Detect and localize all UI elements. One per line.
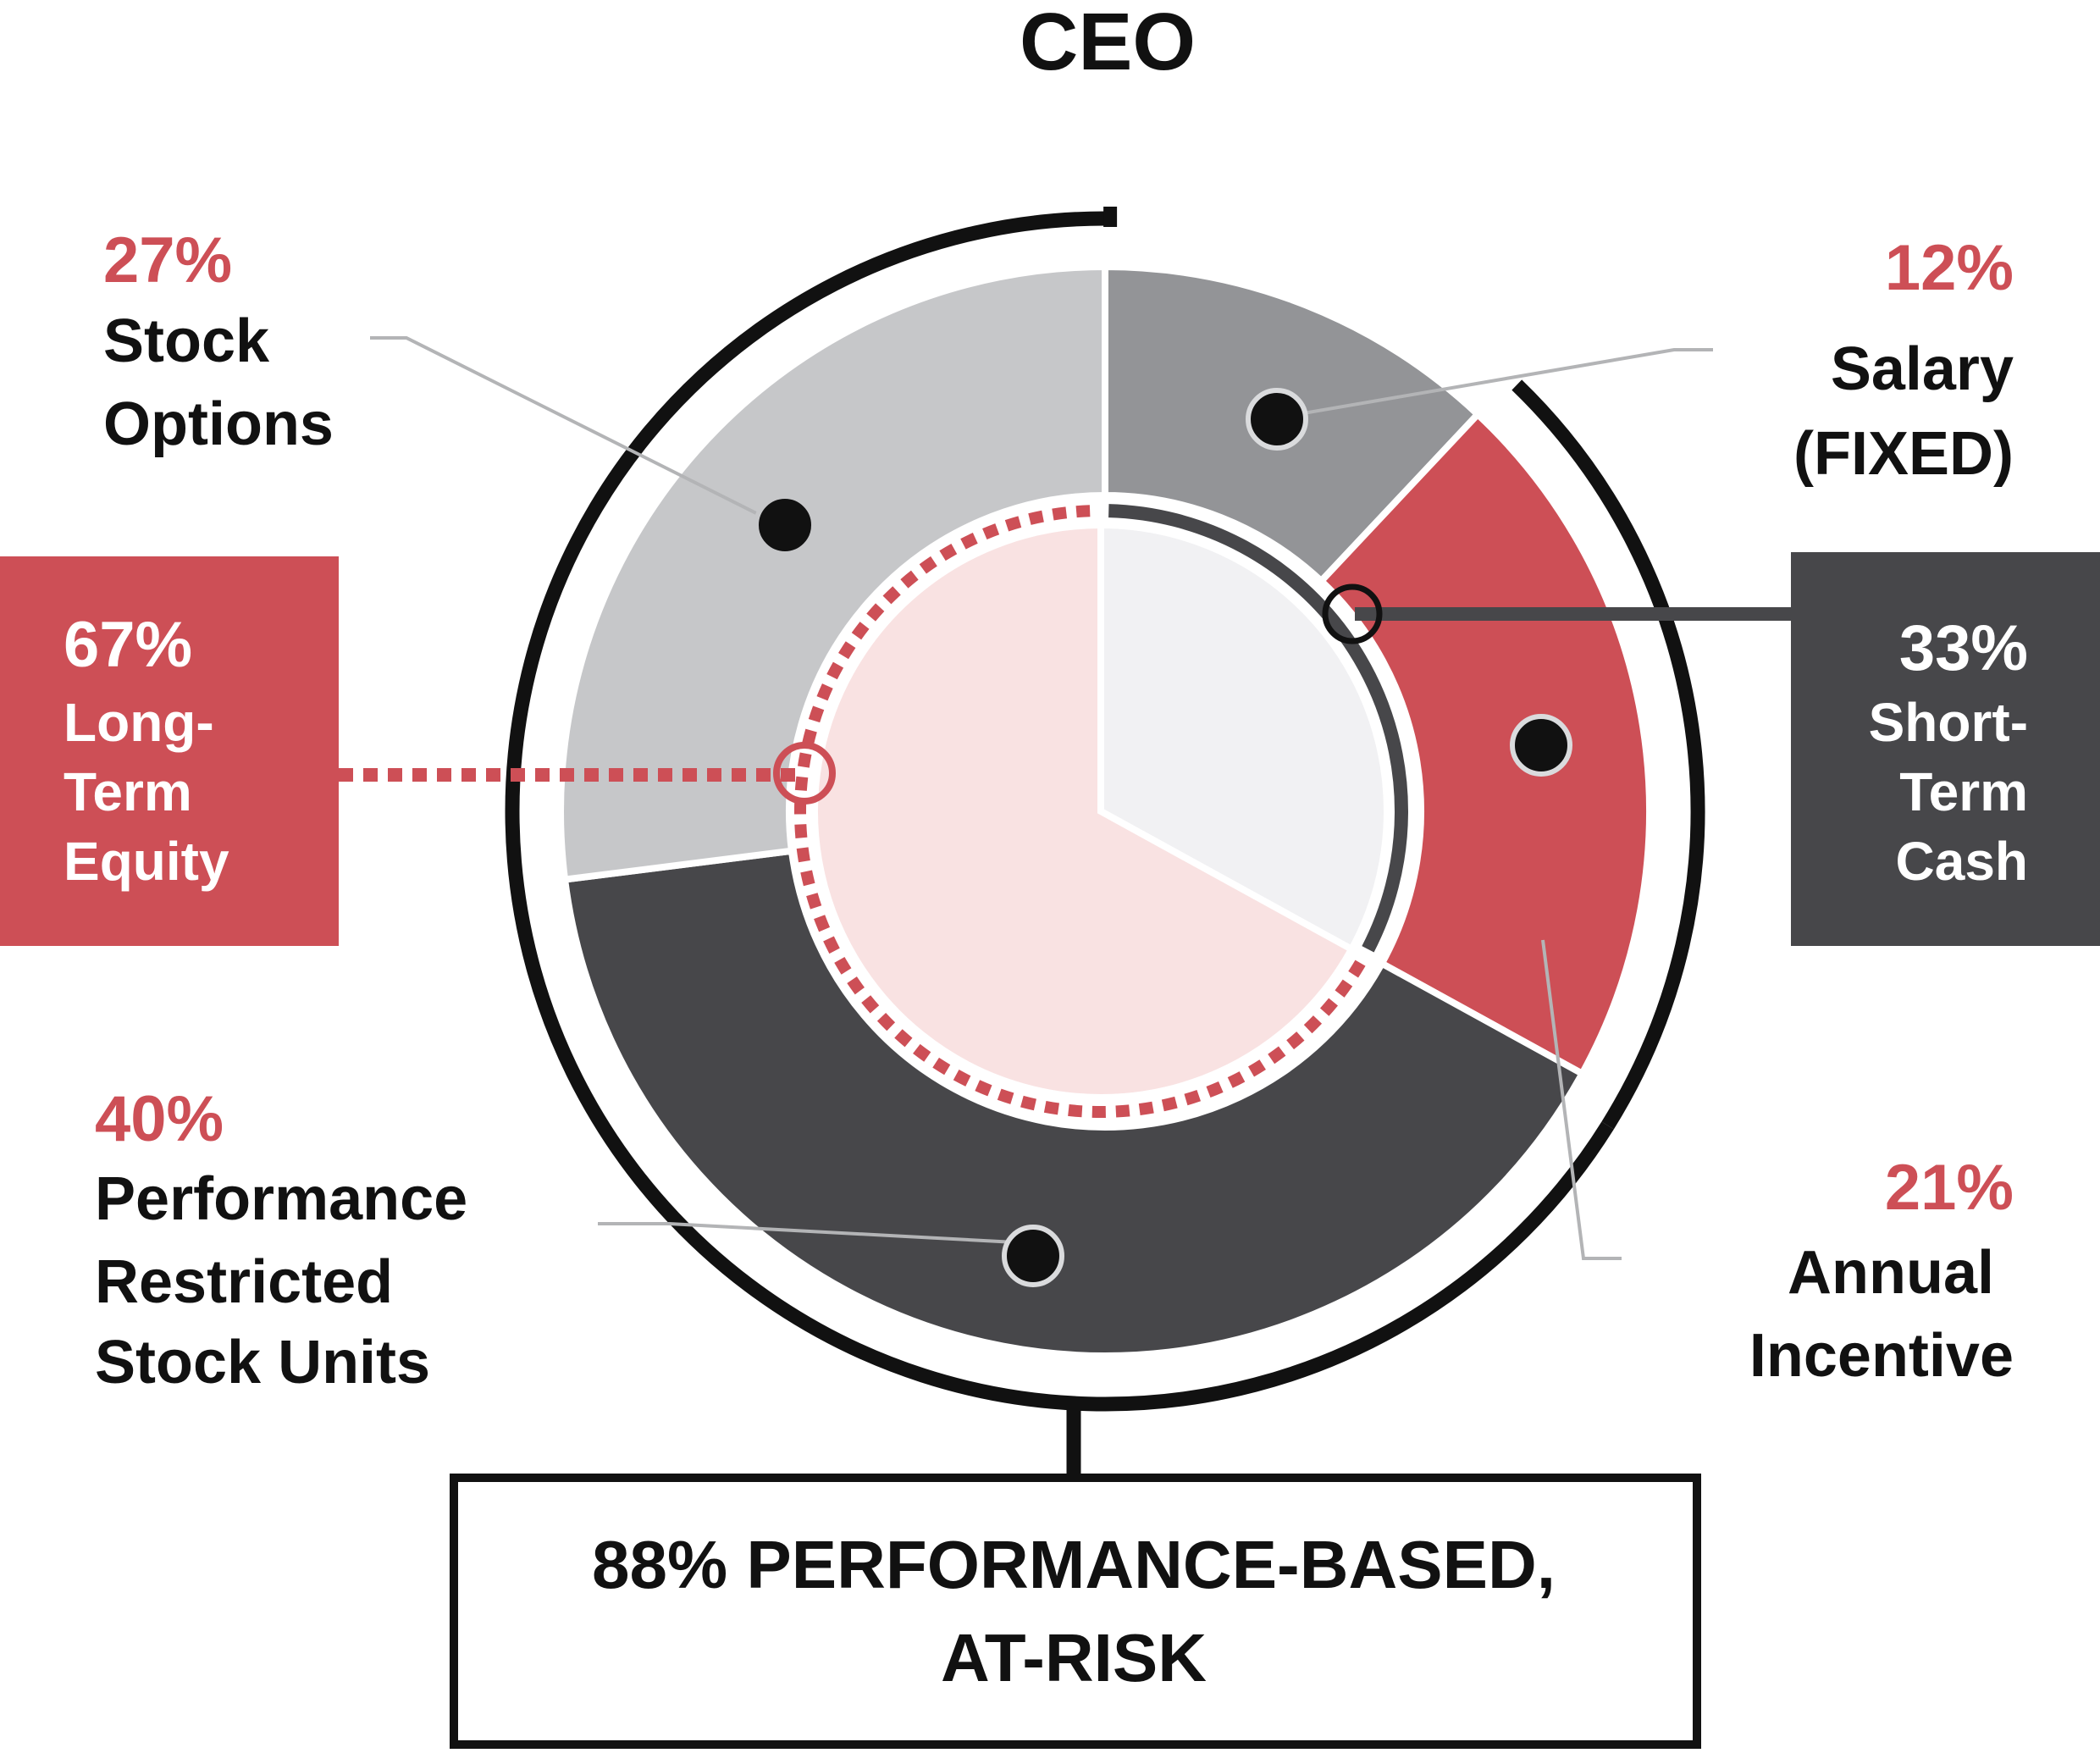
stock-options-label-line1: Stock	[103, 307, 270, 375]
prsu-label-line2: Restricted	[95, 1248, 393, 1316]
outer-slice-annual-incentive	[1316, 409, 1653, 1079]
annual-incentive-percent: 21%	[1885, 1152, 2014, 1224]
short-term-cash-line1: Short-	[1869, 692, 2028, 753]
outer-ring	[557, 263, 1653, 1359]
salary-marker	[1246, 388, 1308, 451]
short-term-cash-marker	[1322, 583, 1383, 644]
leader-line-stock-options	[370, 336, 776, 524]
long-term-equity-line1: Long-	[64, 692, 214, 753]
short-term-cash-percent: 33%	[1899, 612, 2028, 684]
annual-incentive-marker	[1510, 714, 1572, 777]
prsu-marker	[1002, 1225, 1064, 1287]
short-term-cash-arc	[1108, 504, 1408, 953]
annual-incentive-line2: Incentive	[1749, 1322, 2014, 1390]
performance-based-bracket	[505, 211, 1614, 1412]
long-term-equity-box	[0, 556, 339, 946]
salary-percent: 12%	[1885, 232, 2014, 304]
short-term-cash-line3: Cash	[1896, 831, 2029, 892]
long-term-equity-marker	[773, 742, 836, 805]
prsu-percent: 40%	[95, 1083, 224, 1155]
leader-line-salary	[1278, 348, 1713, 419]
long-term-equity-line3: Equity	[64, 831, 229, 892]
leader-line-annual	[1541, 939, 1622, 1260]
short-term-cash-bracket	[1511, 379, 1705, 1130]
stock-options-label-line2: Options	[103, 390, 334, 458]
annual-incentive-line1: Annual	[1788, 1239, 1994, 1307]
inner-pie	[811, 521, 1390, 1101]
chart-title: CEO	[1020, 0, 1196, 87]
summary-line2: AT-RISK	[941, 1620, 1207, 1695]
outer-slice-stock-options	[557, 263, 1108, 884]
salary-label-line1: Salary	[1831, 335, 2014, 403]
inner-slice-short-term-cash	[1097, 521, 1390, 954]
prsu-label-line1: Performance	[95, 1165, 467, 1233]
salary-label-line2: (FIXED)	[1793, 420, 2014, 488]
long-term-equity-arc	[794, 505, 1366, 1118]
short-term-cash-box	[1791, 552, 2100, 946]
summary-box	[450, 1474, 1701, 1749]
long-term-equity-line2: Term	[64, 761, 192, 822]
stock-options-percent: 27%	[103, 224, 232, 296]
inner-slice-long-term-equity	[811, 521, 1357, 1101]
prsu-label-line3: Stock Units	[95, 1329, 430, 1396]
leader-line-prsu	[598, 1222, 1032, 1245]
outer-slice-performance-restricted-stock-units	[561, 847, 1587, 1359]
stock-options-marker	[754, 494, 816, 556]
summary-line1: 88% PERFORMANCE-BASED,	[592, 1527, 1556, 1602]
short-term-cash-line2: Term	[1899, 761, 2028, 822]
long-term-equity-percent: 67%	[64, 609, 192, 681]
